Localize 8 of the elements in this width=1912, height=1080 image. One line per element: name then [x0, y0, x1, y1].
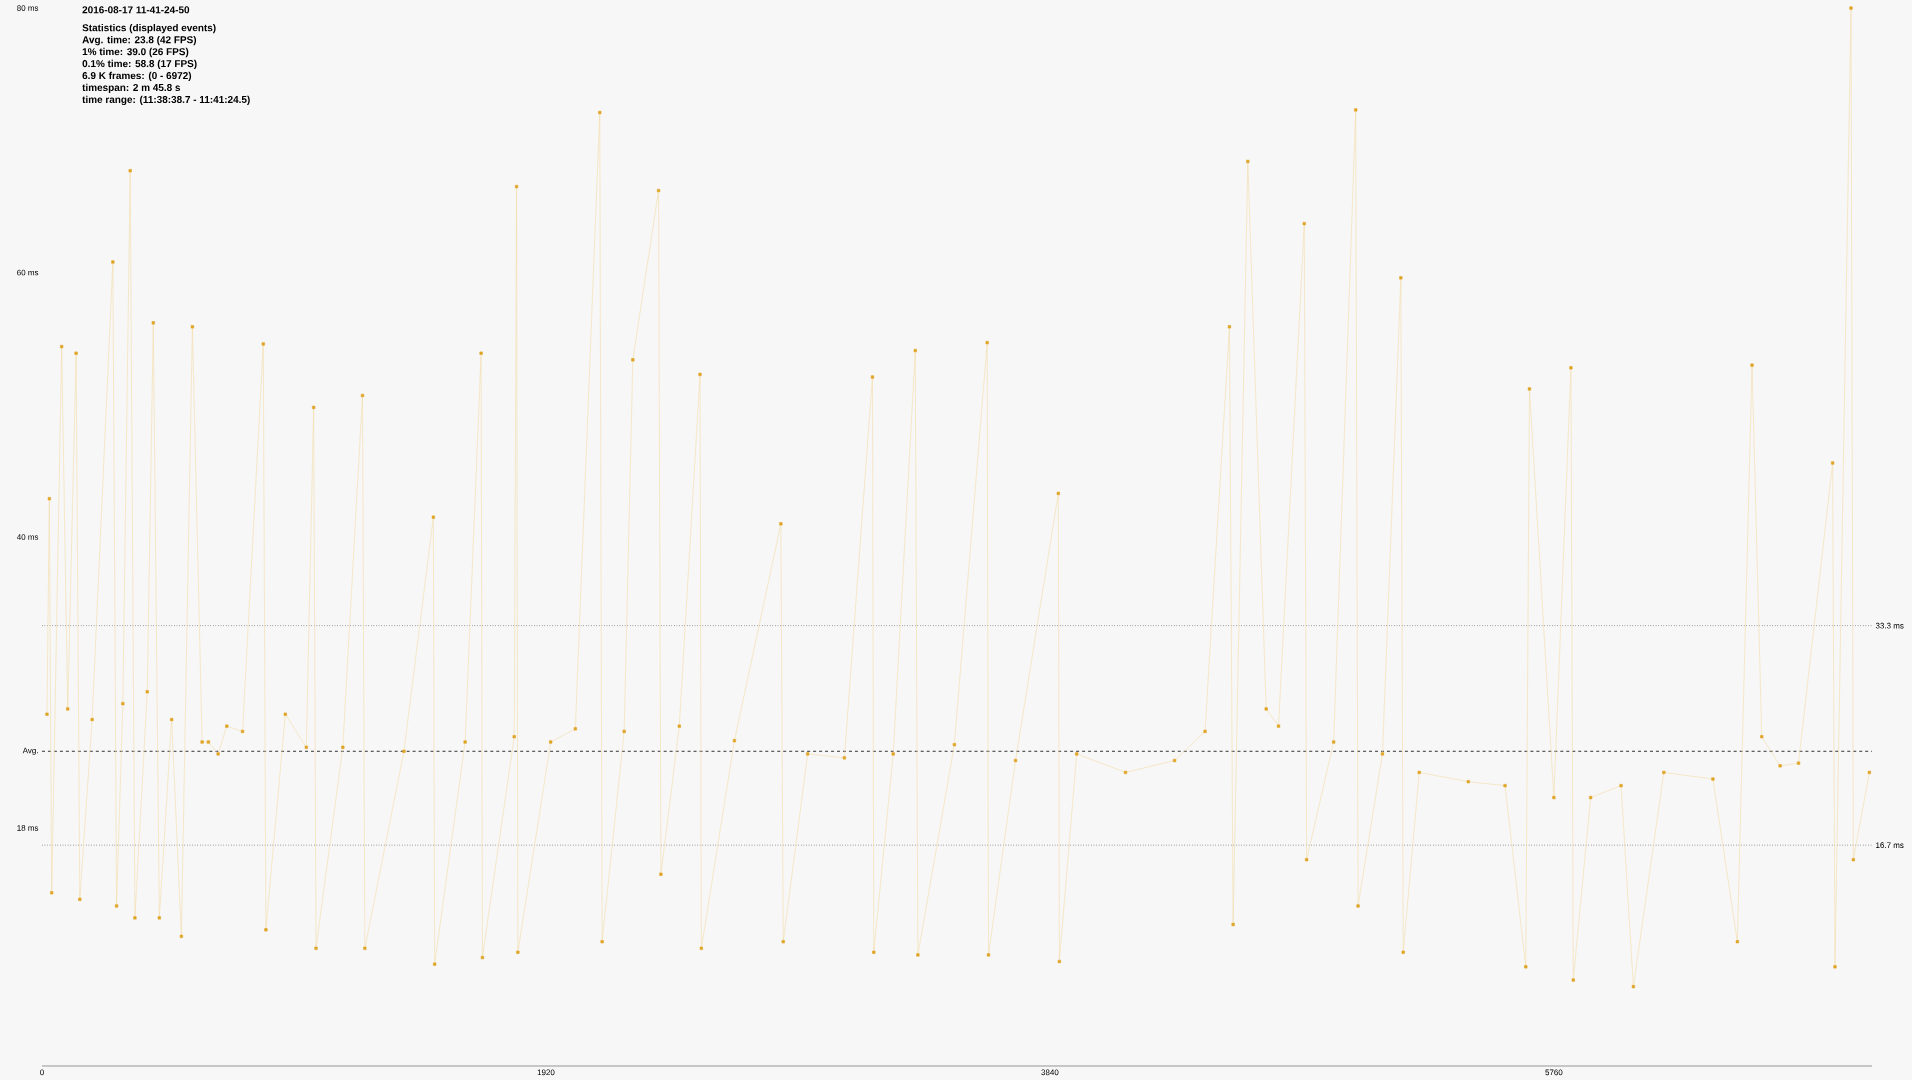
annotation: 0.1% time: 58.8 (17 FPS) — [82, 59, 197, 70]
chart-subtitle: 2016-08-17 11-41-24-50 — [82, 6, 190, 14]
annotation: 6.9 K frames: (0 - 6972) — [82, 71, 192, 82]
annotation: Statistics (displayed events) — [82, 23, 216, 34]
annotation: 1% time: 39.0 (26 FPS) — [82, 47, 189, 58]
annotation: timespan: 2 m 45.8 s — [82, 83, 181, 94]
annotation: time range: (11:38:38.7 - 11:41:24.5) — [82, 95, 250, 106]
annotation: Avg. time: 23.8 (42 FPS) — [82, 35, 197, 46]
